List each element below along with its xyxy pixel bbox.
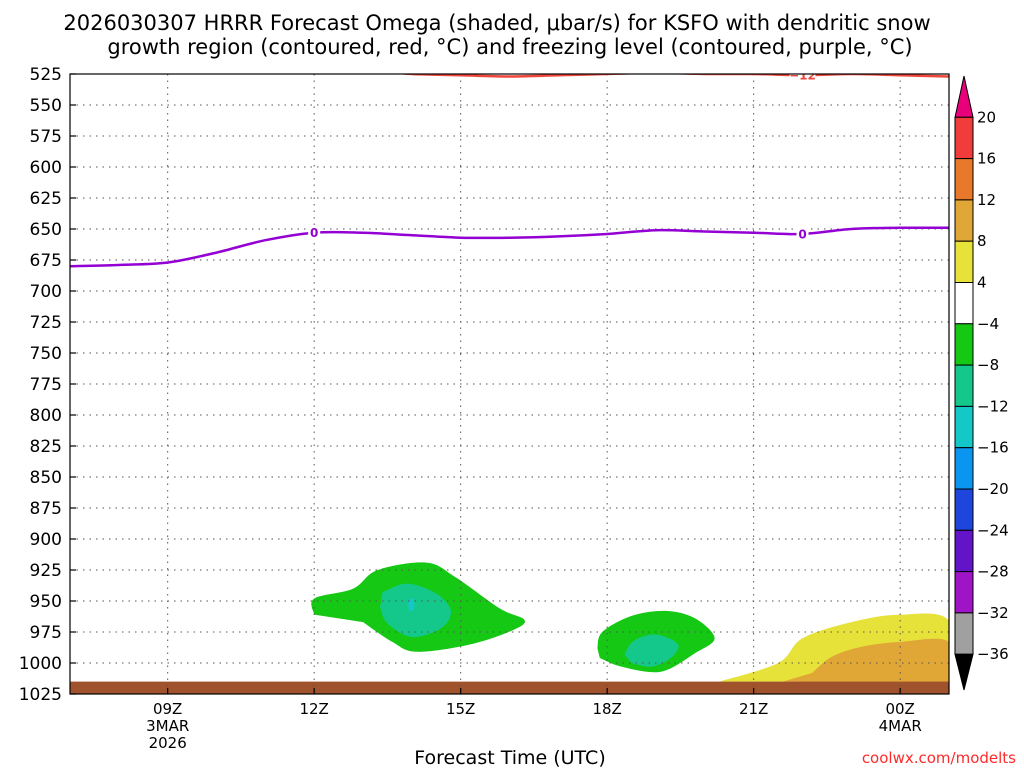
y-tick-label: 1025: [19, 685, 62, 705]
y-tick-label: 750: [30, 344, 62, 364]
omega-region: [624, 634, 679, 667]
y-tick-label: 775: [30, 375, 62, 395]
colorbar-bin: [954, 571, 974, 614]
y-tick-label: 800: [30, 406, 62, 426]
y-tick-label: 550: [30, 96, 62, 116]
colorbar-tick-label: 4: [977, 274, 987, 292]
colorbar-tick-label: −36: [977, 645, 1009, 663]
colorbar-tick-label: 12: [977, 191, 996, 209]
colorbar-bin: [954, 323, 974, 366]
colorbar-tick-label: −24: [977, 521, 1009, 539]
plot-area: −12 0 0 525 550 575 600 625 650 675 700 725 750 775 80…: [19, 65, 950, 752]
y-tick-label: 825: [30, 437, 62, 457]
y-tick-label: 925: [30, 561, 62, 581]
x-tick-date: 3MAR: [146, 717, 189, 735]
colorbar-tick-label: −20: [977, 480, 1009, 498]
colorbar-bin: [954, 405, 974, 449]
plot-frame: [69, 73, 950, 695]
freezing-level-contour-label: 0: [798, 227, 806, 241]
colorbar-tick-label: −32: [977, 604, 1009, 622]
freezing-level-contour-label: 0: [310, 226, 318, 240]
y-tick-label: 975: [30, 623, 62, 643]
y-tick-label: 525: [30, 65, 62, 85]
y-tick-label: 625: [30, 189, 62, 209]
colorbar-bin: [954, 240, 974, 283]
colorbar-bin: [954, 488, 974, 531]
colorbar-bin: [954, 158, 974, 201]
colorbar-bin: [954, 282, 974, 325]
colorbar-bin: [954, 612, 974, 655]
y-tick-label: 900: [30, 530, 62, 550]
colorbar-tick-label: −12: [977, 397, 1009, 415]
y-tick-label: 675: [30, 251, 62, 271]
y-tick-label: 600: [30, 158, 62, 178]
colorbar-tick-label: −16: [977, 439, 1009, 457]
colorbar-arrow-top: [954, 75, 974, 118]
dgz-contour-label-bg: [789, 74, 816, 83]
colorbar-tick-label: −8: [977, 356, 999, 374]
x-tick-label: 12Z: [299, 700, 328, 718]
y-tick-label: 875: [30, 499, 62, 519]
x-tick-label: 18Z: [592, 700, 621, 718]
colorbar-tick-label: −28: [977, 563, 1009, 581]
plot-inner: −12 0 0: [70, 69, 949, 694]
colorbar-tick-label: 16: [977, 150, 996, 168]
surface-band: [70, 681, 949, 694]
y-tick-label: 850: [30, 468, 62, 488]
colorbar-bin: [954, 116, 974, 160]
y-tick-label: 700: [30, 282, 62, 302]
colorbar-bin: [954, 199, 974, 242]
y-tick-label: 650: [30, 220, 62, 240]
colorbar-bin: [954, 447, 974, 490]
freezing-level-contour: [70, 226, 949, 268]
x-tick-label: 00Z: [885, 700, 914, 718]
y-tick-label: 575: [30, 127, 62, 147]
colorbar-tick-label: 8: [977, 232, 987, 250]
x-tick-label: 09Z: [153, 700, 182, 718]
credit-text: coolwx.com/modelts: [862, 749, 1016, 767]
x-tick-date: 4MAR: [879, 717, 922, 735]
colorbar-arrow-bottom: [954, 653, 974, 691]
x-axis-label: Forecast Time (UTC): [414, 747, 605, 768]
omega-colorbar: 20 16 12 8 4 −4 −8 −12 −16 −20 −24 −28 −32 −36: [954, 75, 1009, 691]
y-tick-label: 1000: [19, 654, 62, 674]
x-tick-label: 21Z: [739, 700, 768, 718]
colorbar-bin: [954, 529, 974, 573]
x-tick-label: 15Z: [446, 700, 475, 718]
colorbar-tick-label: 20: [977, 108, 996, 126]
y-tick-label: 725: [30, 313, 62, 333]
y-tick-label: 950: [30, 592, 62, 612]
colorbar-bin: [954, 364, 974, 407]
dgz-contour-label: −12: [789, 69, 816, 83]
omega-region: [380, 583, 451, 638]
x-tick-year: 2026: [149, 734, 187, 752]
chart-title-line2: growth region (contoured, red, °C) and f…: [107, 35, 912, 59]
omega-region: [407, 598, 415, 613]
freezing-level-contour-label-bg: [308, 225, 321, 240]
dgz-contour: [397, 74, 949, 78]
chart-title-line1: 2026030307 HRRR Forecast Omega (shaded, …: [63, 11, 930, 35]
freezing-level-contour-label-bg: [796, 226, 809, 241]
colorbar-tick-label: −4: [977, 315, 999, 333]
omega-region: [783, 638, 949, 685]
